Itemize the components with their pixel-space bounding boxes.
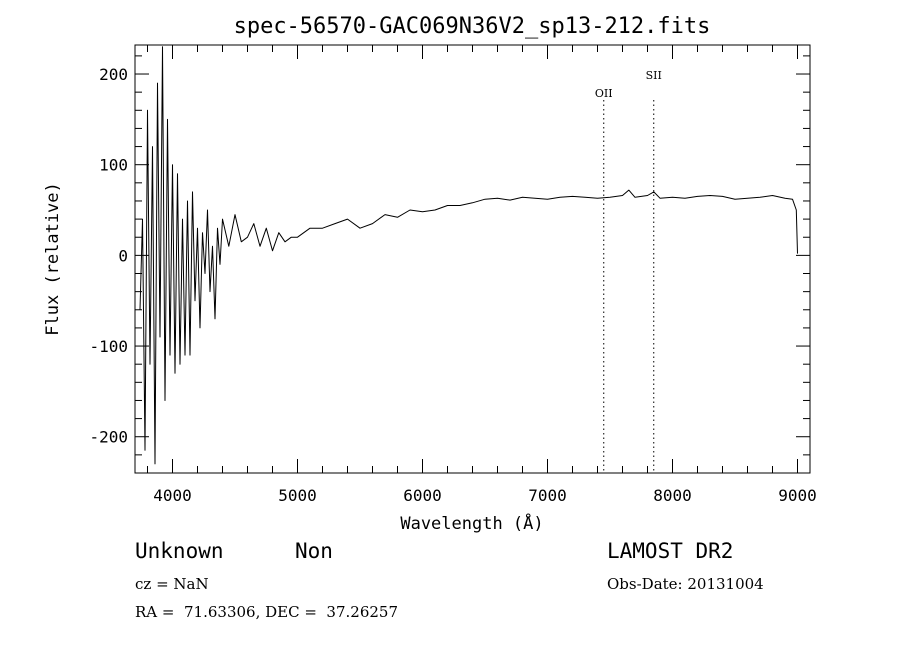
obs-date-label: Obs-Date: 20131004	[607, 575, 764, 593]
plot-frame	[134, 44, 811, 474]
y-tick-label: -200	[89, 428, 128, 447]
line-marker-label: SII	[646, 69, 662, 82]
x-tick-label: 8000	[653, 486, 692, 505]
x-axis-label: Wavelength (Å)	[400, 512, 543, 534]
y-axis: -200 -100 0 100 200	[89, 55, 810, 456]
x-tick-label: 6000	[403, 486, 442, 505]
line-marker-label: OII	[595, 87, 613, 100]
y-tick-label: -100	[89, 337, 128, 356]
y-tick-label: 100	[99, 156, 128, 175]
spectrum-series-line	[139, 46, 798, 465]
chart-title: spec-56570-GAC069N36V2_sp13-212.fits	[234, 14, 711, 39]
x-tick-label: 5000	[278, 486, 317, 505]
survey-label: LAMOST DR2	[607, 539, 734, 563]
classification-label: Unknown	[135, 539, 224, 563]
x-tick-label: 4000	[153, 486, 192, 505]
coordinates-label: RA = 71.63306, DEC = 37.26257	[135, 603, 399, 621]
annotation-layer: OII SII	[595, 69, 662, 473]
x-axis: 4000 5000 6000 7000 8000 9000	[147, 45, 817, 505]
y-tick-label: 200	[99, 65, 128, 84]
x-tick-label: 9000	[778, 486, 817, 505]
x-tick-label: 7000	[528, 486, 567, 505]
subclass-label: Non	[295, 539, 333, 563]
y-tick-label: 0	[118, 246, 128, 265]
y-axis-label: Flux (relative)	[43, 182, 63, 336]
redshift-label: cz = NaN	[135, 575, 209, 593]
